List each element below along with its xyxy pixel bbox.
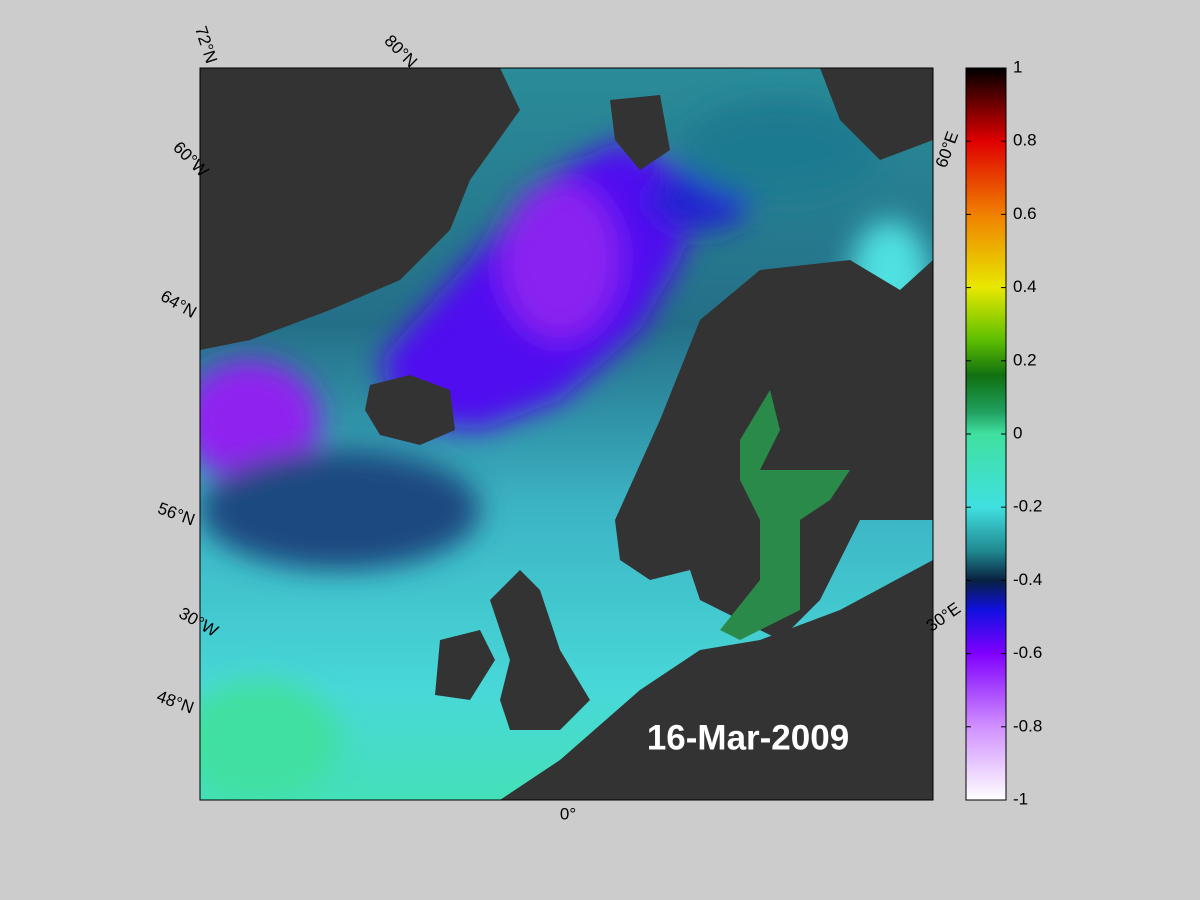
colorbar — [965, 67, 1007, 801]
graticule-label: 72°N — [191, 24, 221, 66]
graticule-label: 0° — [560, 804, 576, 823]
map-area — [200, 68, 933, 800]
graticule-label: 80°N — [381, 31, 421, 71]
colorbar-tick-label: 0 — [1013, 423, 1022, 442]
baltic-sea — [720, 390, 850, 640]
anomaly-field — [200, 100, 930, 800]
colorbar-tick-label: -0.2 — [1013, 497, 1042, 516]
colorbar-tick-label: 1 — [1013, 57, 1022, 76]
colorbar-tick-label: 0.8 — [1013, 131, 1037, 150]
date-label: 16-Mar-2009 — [647, 718, 849, 757]
graticule-label: 60°E — [932, 129, 963, 170]
colorbar-tick-label: -1 — [1013, 789, 1028, 808]
graticule-label: 64°N — [157, 286, 199, 321]
colorbar-tick-label: -0.8 — [1013, 716, 1042, 735]
graticule-label: 56°N — [155, 499, 197, 530]
land — [200, 68, 933, 800]
colorbar-tick-label: -0.4 — [1013, 570, 1042, 589]
colorbar-tick-label: 0.2 — [1013, 350, 1037, 369]
colorbar-tick-label: 0.6 — [1013, 204, 1037, 223]
graticule-label: 48°N — [154, 687, 196, 718]
colorbar-tick-label: -0.6 — [1013, 643, 1042, 662]
map-frame — [199, 67, 934, 801]
colorbar-tick-label: 0.4 — [1013, 277, 1037, 296]
